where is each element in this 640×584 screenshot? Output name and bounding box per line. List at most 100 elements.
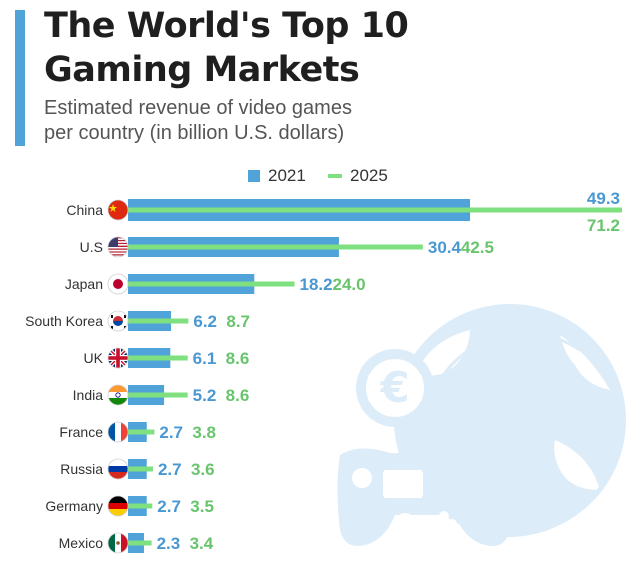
category-label-0: China xyxy=(66,202,103,218)
us-stripe xyxy=(108,254,128,256)
mexico-green xyxy=(108,533,115,553)
france-flag-icon-outline xyxy=(107,421,129,443)
title-line-1: The World's Top 10 xyxy=(44,6,409,46)
france-blue xyxy=(108,422,115,442)
value-label-2021-9: 2.3 xyxy=(157,534,181,553)
uk-cross-h-red xyxy=(108,356,128,360)
usa-flag-icon-fill xyxy=(108,237,128,257)
germany-flag-icon-fill xyxy=(108,496,128,516)
gamepad-button-b xyxy=(431,519,441,529)
category-label-8: Germany xyxy=(45,498,103,514)
accent-bar xyxy=(15,10,25,146)
value-label-2025-1: 42.5 xyxy=(461,238,494,257)
value-label-2025-5: 8.6 xyxy=(226,386,250,405)
korea-trigram-2 xyxy=(111,326,113,329)
euro-coin-icon xyxy=(356,349,434,427)
germany-black xyxy=(108,496,128,503)
india-flag-icon-fill xyxy=(108,385,128,405)
bar-2025-0 xyxy=(128,207,622,213)
bar-2025-8 xyxy=(128,503,153,509)
subtitle-line-2: per country (in billion U.S. dollars) xyxy=(44,122,345,144)
mexico-red xyxy=(121,533,128,553)
legend-label-2021: 2021 xyxy=(268,166,306,185)
japan-flag-icon-fill xyxy=(108,274,128,294)
bar-2025-4 xyxy=(128,355,188,361)
south-korea-flag-icon xyxy=(107,310,129,332)
value-label-2021-3: 6.2 xyxy=(193,312,217,331)
france-flag-icon xyxy=(107,421,129,443)
legend-swatch-2021 xyxy=(248,170,260,182)
arc-arrow-top xyxy=(438,331,581,381)
value-label-2025-4: 8.6 xyxy=(226,349,250,368)
value-label-2021-2: 18.2 xyxy=(300,275,333,294)
category-label-5: India xyxy=(73,387,104,403)
us-canton xyxy=(108,237,118,247)
germany-flag-icon xyxy=(107,495,129,517)
euro-symbol: € xyxy=(379,363,409,412)
value-label-2025-6: 3.8 xyxy=(192,423,216,442)
gamepad-stick xyxy=(396,513,414,531)
legend-swatch-2025 xyxy=(328,174,342,178)
title-line-2: Gaming Markets xyxy=(44,50,360,90)
chart-subtitle: Estimated revenue of video games per cou… xyxy=(44,96,352,146)
korea-trigram-1 xyxy=(124,315,126,318)
usa-flag-icon-outline xyxy=(107,236,129,258)
india-saffron xyxy=(108,385,128,392)
germany-flag-icon-outline xyxy=(107,495,129,517)
globe-land-2 xyxy=(415,330,470,376)
us-stripe xyxy=(108,248,128,250)
india-white xyxy=(108,392,128,398)
bar-2025-7 xyxy=(128,466,153,472)
gamepad-icon xyxy=(337,448,512,546)
bar-2025-1 xyxy=(128,244,423,250)
uk-flag-icon xyxy=(107,347,129,369)
mexico-emblem xyxy=(116,541,120,545)
bar-2025-5 xyxy=(128,392,188,398)
value-label-2021-7: 2.7 xyxy=(158,460,182,479)
value-label-2021-4: 6.1 xyxy=(193,349,217,368)
china-flag-icon-fill xyxy=(108,200,128,220)
bar-2025-3 xyxy=(128,318,189,324)
category-label-3: South Korea xyxy=(25,313,103,329)
value-label-2021-1: 30.4 xyxy=(428,238,462,257)
value-label-2025-0: 71.2 xyxy=(587,216,620,235)
japan-flag-icon xyxy=(107,273,129,295)
germany-red xyxy=(108,503,128,509)
usa-flag-icon xyxy=(107,236,129,258)
us-stripe-white xyxy=(108,252,128,255)
gamepad-button-x xyxy=(447,519,457,529)
category-label-1: U.S xyxy=(80,239,103,255)
category-label-7: Russia xyxy=(60,461,103,477)
china-flag-icon xyxy=(107,199,129,221)
india-flag-icon-outline xyxy=(107,384,129,406)
japan-flag-icon-outline xyxy=(107,273,129,295)
category-label-2: Japan xyxy=(65,276,103,292)
south-korea-flag-icon-outline xyxy=(107,310,129,332)
gamepad-button-a xyxy=(439,511,449,521)
globe-land-3 xyxy=(554,440,600,490)
korea-trigram-0 xyxy=(111,315,113,318)
globe-gamepad-illustration: € xyxy=(337,304,626,546)
gamepad-screen xyxy=(383,470,423,498)
category-label-4: UK xyxy=(84,350,104,366)
value-label-2021-0: 49.3 xyxy=(587,189,620,208)
us-stripe-white xyxy=(108,247,128,249)
korea-blue xyxy=(113,321,123,326)
value-label-2025-8: 3.5 xyxy=(190,497,214,516)
uk-flag-icon-fill xyxy=(108,348,128,368)
mexico-flag-icon-outline xyxy=(107,532,129,554)
korea-red xyxy=(113,316,123,321)
russia-white xyxy=(108,459,128,466)
japan-disc xyxy=(113,279,123,289)
value-label-2025-9: 3.4 xyxy=(190,534,214,553)
india-green xyxy=(108,398,128,405)
bars-layer: China 49.3 71.2 U.S 30.4 42.5 Japan 18.2 24.0 Sou… xyxy=(25,189,622,554)
france-red xyxy=(121,422,128,442)
russia-red xyxy=(108,472,128,479)
value-label-2021-5: 5.2 xyxy=(193,386,217,405)
russia-blue xyxy=(108,466,128,472)
value-label-2021-8: 2.7 xyxy=(157,497,181,516)
mexico-flag-icon xyxy=(107,532,129,554)
bar-2025-6 xyxy=(128,429,155,435)
